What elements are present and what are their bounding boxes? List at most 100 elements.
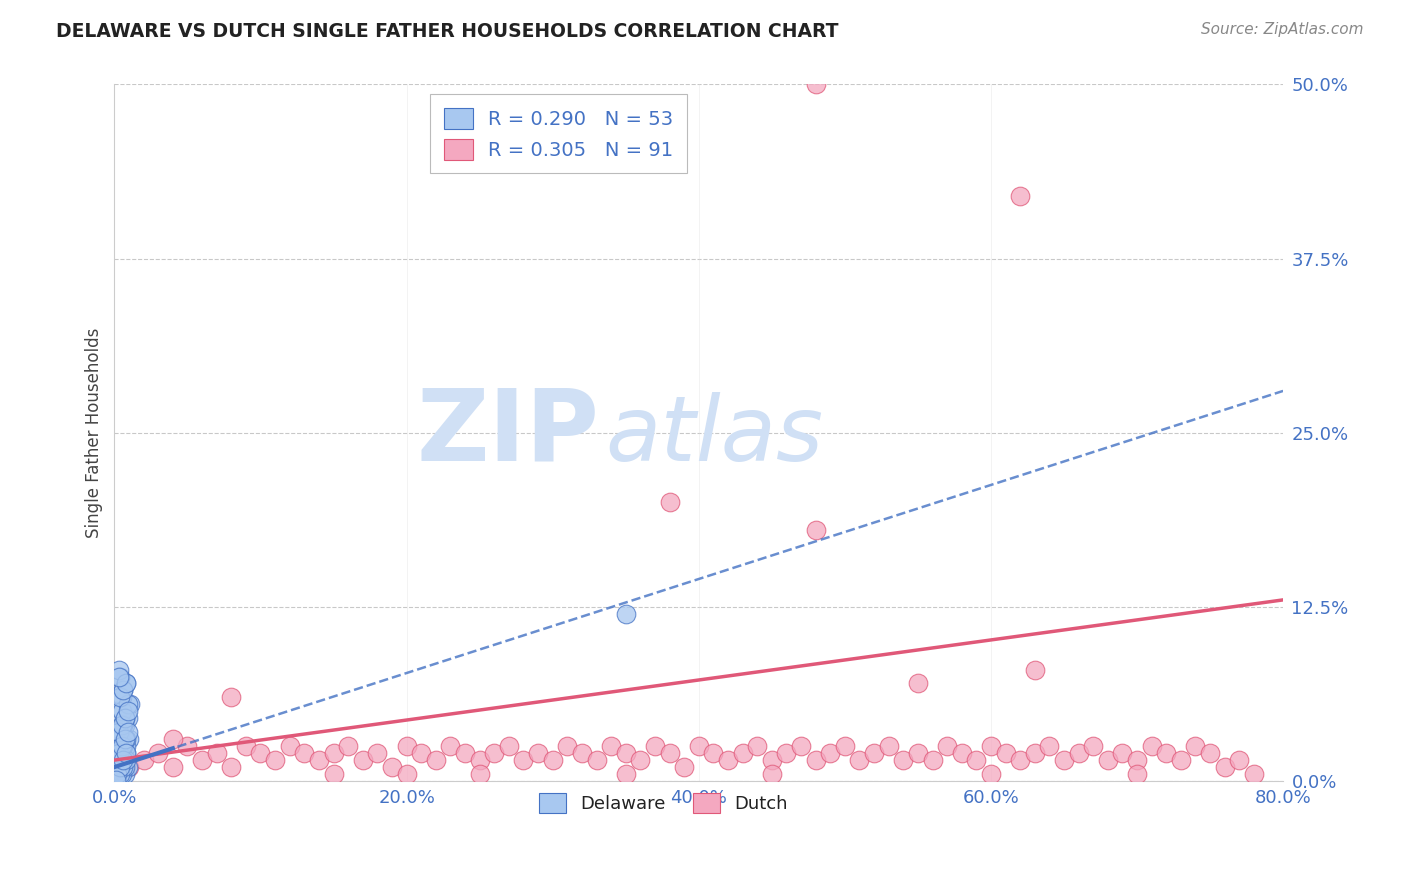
Point — [114, 760, 136, 774]
Point — [114, 767, 136, 781]
Point — [120, 698, 142, 712]
Point — [115, 746, 138, 760]
Point — [891, 753, 914, 767]
Point — [322, 767, 344, 781]
Point — [292, 746, 315, 760]
Point — [571, 746, 593, 760]
Point — [110, 767, 132, 781]
Point — [132, 753, 155, 767]
Point — [717, 753, 740, 767]
Point — [834, 739, 856, 754]
Point — [484, 746, 506, 760]
Point — [921, 753, 943, 767]
Point — [112, 718, 135, 732]
Point — [1097, 753, 1119, 767]
Point — [1053, 753, 1076, 767]
Point — [110, 746, 132, 760]
Point — [600, 739, 623, 754]
Point — [114, 711, 136, 725]
Point — [804, 78, 827, 92]
Point — [110, 760, 132, 774]
Point — [527, 746, 550, 760]
Point — [249, 746, 271, 760]
Point — [614, 607, 637, 621]
Point — [322, 746, 344, 760]
Point — [1184, 739, 1206, 754]
Point — [114, 711, 136, 725]
Point — [114, 718, 136, 732]
Point — [107, 663, 129, 677]
Point — [1010, 189, 1032, 203]
Point — [994, 746, 1017, 760]
Point — [115, 676, 138, 690]
Point — [1140, 739, 1163, 754]
Point — [775, 746, 797, 760]
Point — [111, 704, 134, 718]
Point — [107, 746, 129, 760]
Point — [731, 746, 754, 760]
Text: Source: ZipAtlas.com: Source: ZipAtlas.com — [1201, 22, 1364, 37]
Point — [1111, 746, 1133, 760]
Point — [219, 690, 242, 705]
Point — [936, 739, 959, 754]
Point — [541, 753, 564, 767]
Point — [439, 739, 461, 754]
Text: atlas: atlas — [605, 392, 824, 480]
Point — [107, 725, 129, 739]
Point — [512, 753, 534, 767]
Point — [907, 676, 929, 690]
Point — [965, 753, 987, 767]
Point — [107, 725, 129, 739]
Point — [117, 704, 139, 718]
Point — [107, 753, 129, 767]
Point — [1024, 746, 1046, 760]
Point — [112, 683, 135, 698]
Point — [1010, 753, 1032, 767]
Point — [980, 767, 1002, 781]
Text: DELAWARE VS DUTCH SINGLE FATHER HOUSEHOLDS CORRELATION CHART: DELAWARE VS DUTCH SINGLE FATHER HOUSEHOL… — [56, 22, 839, 41]
Point — [278, 739, 301, 754]
Point — [148, 746, 170, 760]
Point — [761, 753, 783, 767]
Point — [907, 746, 929, 760]
Y-axis label: Single Father Households: Single Father Households — [86, 327, 103, 538]
Point — [219, 760, 242, 774]
Point — [111, 760, 134, 774]
Point — [110, 732, 132, 747]
Point — [585, 753, 607, 767]
Point — [1067, 746, 1090, 760]
Point — [105, 753, 128, 767]
Point — [848, 753, 870, 767]
Point — [614, 767, 637, 781]
Point — [1243, 767, 1265, 781]
Point — [804, 753, 827, 767]
Point — [112, 739, 135, 754]
Point — [111, 767, 134, 781]
Point — [1199, 746, 1222, 760]
Point — [614, 746, 637, 760]
Point — [118, 760, 141, 774]
Point — [110, 725, 132, 739]
Point — [111, 739, 134, 754]
Point — [950, 746, 973, 760]
Point — [112, 760, 135, 774]
Point — [366, 746, 388, 760]
Point — [688, 739, 710, 754]
Point — [115, 739, 138, 754]
Point — [111, 746, 134, 760]
Point — [1024, 663, 1046, 677]
Point — [110, 690, 132, 705]
Point — [673, 760, 696, 774]
Point — [1227, 753, 1250, 767]
Point — [112, 739, 135, 754]
Point — [628, 753, 651, 767]
Point — [112, 753, 135, 767]
Point — [235, 739, 257, 754]
Point — [877, 739, 900, 754]
Point — [411, 746, 433, 760]
Point — [1083, 739, 1105, 754]
Point — [105, 767, 128, 781]
Point — [658, 495, 681, 509]
Point — [702, 746, 724, 760]
Point — [162, 732, 184, 747]
